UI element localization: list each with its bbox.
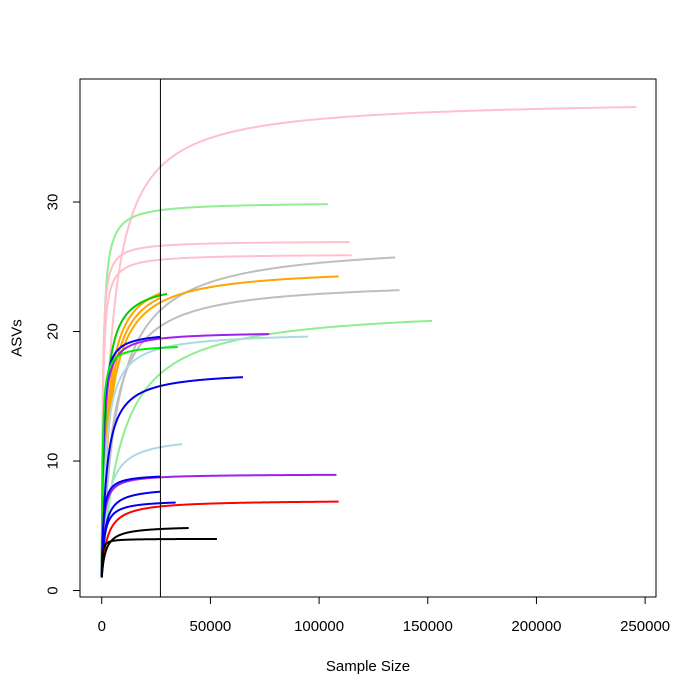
x-tick-label: 50000 (190, 618, 232, 635)
rarefaction-curve-24 (100, 537, 217, 578)
rarefaction-curve-13 (100, 335, 309, 578)
rarefaction-curve-5 (100, 254, 352, 577)
rarefaction-curve-18 (100, 473, 337, 578)
rarefaction-curve-11 (100, 319, 433, 578)
y-tick-label: 20 (45, 323, 62, 340)
curves-layer (100, 106, 637, 578)
rarefaction-curve-17 (100, 443, 183, 578)
rarefaction-curve-6 (100, 275, 339, 578)
x-tick-label: 150000 (403, 618, 453, 635)
rarefaction-curve-19 (100, 475, 161, 578)
x-tick-label: 200000 (511, 618, 561, 635)
y-tick-label: 10 (45, 453, 62, 470)
y-tick-label: 0 (45, 586, 62, 594)
y-axis-label: ASVs (9, 319, 26, 357)
rarefaction-curve-1 (100, 106, 637, 578)
rarefaction-curve-9 (100, 289, 400, 578)
y-tick-label: 30 (45, 194, 62, 211)
x-tick-label: 100000 (294, 618, 344, 635)
rarefaction-curve-23 (100, 527, 189, 578)
x-axis: 0 50000 100000 150000 200000 250000 (98, 596, 670, 635)
rarefaction-curve-21 (100, 500, 339, 578)
rarefaction-curve-16 (100, 376, 244, 578)
rarefaction-curve-3 (100, 241, 350, 577)
y-axis: 0 10 20 30 (45, 194, 81, 595)
x-tick-label: 0 (98, 618, 106, 635)
rarefaction-curve-7 (100, 292, 161, 578)
x-tick-label: 250000 (620, 618, 670, 635)
rarefaction-curve-15 (100, 346, 178, 577)
x-axis-label: Sample Size (326, 658, 410, 675)
rarefaction-curve-2 (100, 203, 328, 577)
